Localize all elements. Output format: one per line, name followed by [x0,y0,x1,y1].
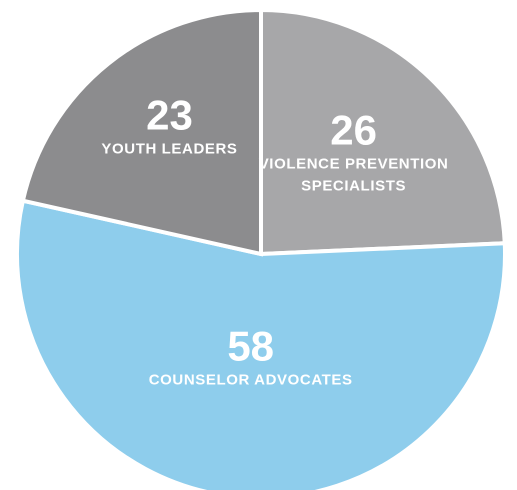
slice-label-group-0: 26 VIOLENCE PREVENTION SPECIALISTS [259,107,449,195]
slice-label-group-1: 58 COUNSELOR ADVOCATES [149,323,353,389]
pie-labels: 26 VIOLENCE PREVENTION SPECIALISTS 58 COUNSE… [101,92,449,389]
slice-label-group-2: 23 YOUTH LEADERS [101,92,237,158]
slice-name-label: YOUTH LEADERS [101,141,237,158]
slice-name-label: SPECIALISTS [301,178,406,195]
slice-name-label: VIOLENCE PREVENTION [259,156,449,173]
pie-slices [15,7,507,490]
pie-slice-1 [15,198,507,490]
pie-slice-2 [20,7,263,257]
slice-value-label: 23 [146,92,193,139]
slice-value-label: 26 [330,107,377,154]
pie-slice-0 [259,7,507,257]
slice-value-label: 58 [227,323,274,370]
slice-name-label: COUNSELOR ADVOCATES [149,372,353,389]
